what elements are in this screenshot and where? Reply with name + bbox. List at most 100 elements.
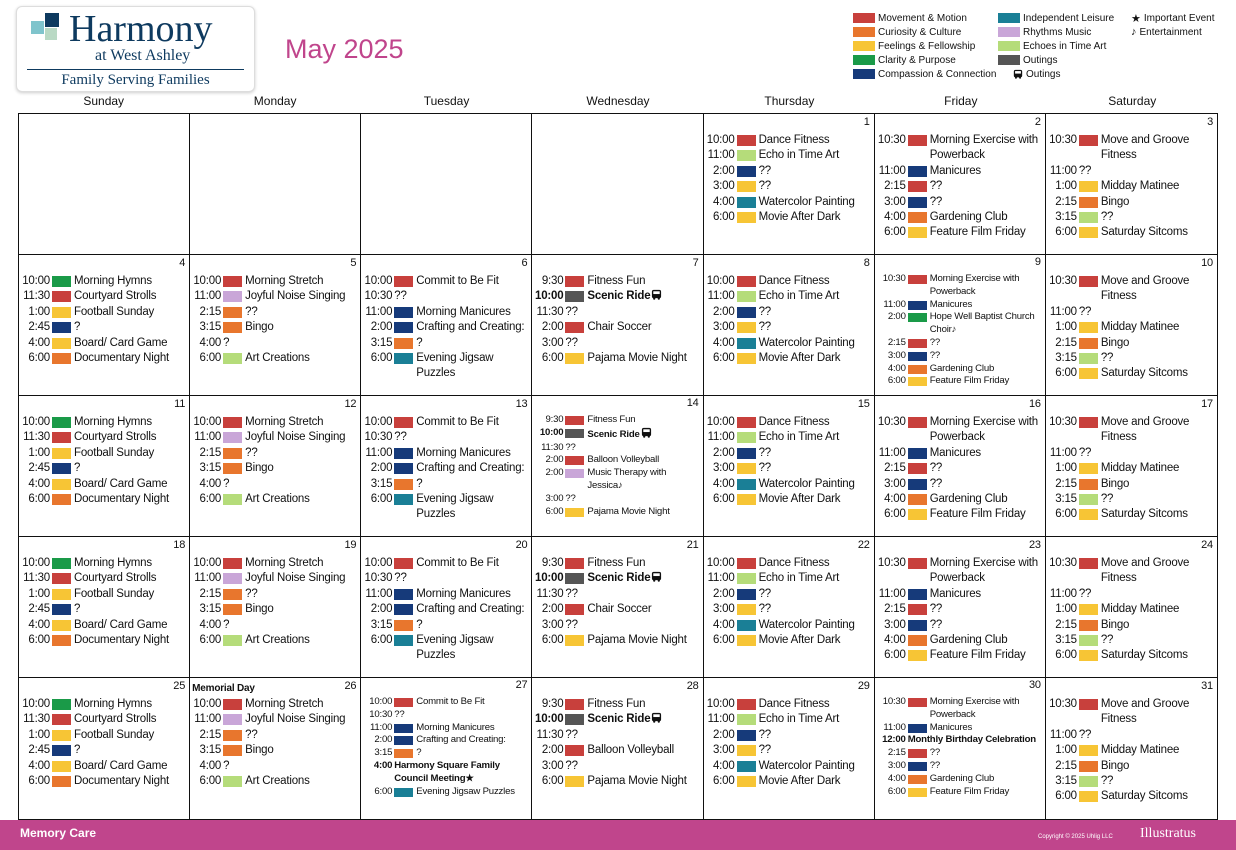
event: 6:00 Movie After Dark xyxy=(704,633,874,648)
event-time: 1:00 xyxy=(28,587,50,600)
event-name: Pajama Movie Night xyxy=(587,351,702,366)
event-time: 6:00 xyxy=(28,352,50,365)
event-name: ? xyxy=(416,477,531,492)
event: 3:00?? xyxy=(532,618,702,633)
event-name: Feature Film Friday xyxy=(930,507,1045,522)
month-title: May 2025 xyxy=(285,34,404,64)
event-name: Echo in Time Art xyxy=(759,712,874,727)
category-swatch xyxy=(394,417,414,428)
event: 1:00 Football Sunday xyxy=(19,587,189,602)
event-name: Fitness Fun xyxy=(587,414,702,427)
event-name: Crafting and Creating: xyxy=(416,602,531,617)
event-name-text: ? xyxy=(416,747,422,759)
event: 10:00 Morning Stretch xyxy=(190,697,360,712)
event-time: 3:15 xyxy=(370,618,393,631)
event-name: Echo in Time Art xyxy=(759,571,874,586)
event-time: 9:30 xyxy=(541,698,564,710)
event-name: Morning Hymns xyxy=(74,556,189,571)
day-cell: 5 10:00 Morning Stretch 11:00 Joyful Noise S… xyxy=(190,255,362,396)
category-swatch xyxy=(1078,776,1098,788)
event-name: ?? xyxy=(245,446,360,461)
event-name: ?? xyxy=(1079,587,1217,602)
event-name: Movie After Dark xyxy=(759,210,874,225)
event-time: 2:00 xyxy=(712,728,735,741)
event-name: ?? xyxy=(565,728,702,743)
event-time: 3:00 xyxy=(712,321,735,334)
event: 10:00 Morning Stretch xyxy=(190,556,360,571)
event: 10:00 Morning Hymns xyxy=(19,415,189,430)
legend-swatch xyxy=(998,41,1020,51)
event-name-text: ?? xyxy=(1078,164,1092,177)
category-swatch xyxy=(1078,494,1098,506)
day-cell: 27 10:00 Commit to Be Fit 10:30?? 11:00 Morni… xyxy=(361,678,533,819)
event: 6:00 Evening Jigsaw Puzzles xyxy=(361,492,531,523)
day-cell: 18 10:00 Morning Hymns 11:30 Courtyard Strol… xyxy=(19,537,191,678)
event-name-text: Commit to Be Fit xyxy=(416,696,485,707)
event-name: Move and Groove Fitness xyxy=(1101,697,1217,728)
event-time: 4:00 xyxy=(28,618,50,631)
event: 2:00 Crafting and Creating: xyxy=(361,602,531,617)
day-number: 24 xyxy=(1201,539,1213,551)
weekday: Wednesday xyxy=(586,94,650,108)
day-number: 28 xyxy=(686,680,699,692)
event-name-text: Watercolor Painting xyxy=(758,477,855,490)
event: 2:00 Crafting and Creating: xyxy=(361,734,531,747)
event-name-text: Bingo xyxy=(1100,618,1130,631)
event: 6:00 Art Creations xyxy=(190,633,360,648)
event-name: Morning Manicures xyxy=(416,305,531,320)
category-swatch xyxy=(1078,276,1098,287)
event-name-text: Echo in Time Art xyxy=(758,149,840,162)
event-name: Morning Stretch xyxy=(245,556,360,571)
event-time: 2:00 xyxy=(887,311,906,323)
event-name-text: Move and Groove Fitness xyxy=(1100,698,1190,726)
event-name-text: ?? xyxy=(758,446,772,459)
event-name: Courtyard Strolls xyxy=(74,430,189,445)
category-swatch xyxy=(1078,227,1098,239)
legend-label: Outings xyxy=(1026,68,1061,80)
event-time: 4:00 xyxy=(884,211,906,224)
event-name: Dance Fitness xyxy=(759,274,874,289)
event-time: 2:00 xyxy=(370,321,393,334)
event: 11:00 Echo in Time Art xyxy=(704,712,874,727)
category-swatch xyxy=(565,507,585,517)
event: 10:00 Dance Fitness xyxy=(704,133,874,148)
event-time: 6:00 xyxy=(541,634,564,647)
event-name-text: Art Creations xyxy=(245,634,310,647)
event-time: 2:15 xyxy=(199,446,222,459)
category-swatch xyxy=(907,351,927,361)
event-name: Midday Matinee xyxy=(1101,743,1217,758)
event-time: 10:30 xyxy=(364,431,393,444)
event-name-text: ?? xyxy=(565,492,576,504)
category-swatch xyxy=(1078,635,1098,647)
event-name: ?? xyxy=(565,587,702,602)
day-cell: 9 10:30 Morning Exercise with Powerback 11:… xyxy=(874,255,1046,396)
event-time: 10:00 xyxy=(706,416,735,428)
day-number: 26 xyxy=(344,680,357,692)
event: 12:00 Monthly Birthday Celebration xyxy=(875,734,1045,747)
event-name: Movie After Dark xyxy=(759,351,874,366)
event-name: Move and Groove Fitness xyxy=(1101,415,1217,446)
event-time: 3:00 xyxy=(887,759,906,771)
day-cell: 12 10:00 Morning Stretch 11:00 Joyful Noise … xyxy=(190,396,362,537)
event-name-text: Manicures xyxy=(929,721,973,733)
event-name: Morning Manicures xyxy=(416,587,531,602)
event-name: ?? xyxy=(1101,351,1217,366)
event-time: 6:00 xyxy=(887,785,906,797)
event-name: Bingo xyxy=(1101,195,1217,210)
event-time: 3:00 xyxy=(884,195,906,208)
event: 3:00?? xyxy=(875,618,1045,633)
category-swatch xyxy=(223,699,243,710)
event-name-text: Music Therapy with Jessica♪ xyxy=(587,467,667,491)
category-swatch xyxy=(907,588,927,600)
day-cell: 30 10:30 Morning Exercise with Powerback 11… xyxy=(875,678,1046,819)
event: 2:00 Chair Soccer xyxy=(532,602,702,617)
event-time: 11:00 xyxy=(878,164,906,177)
day-number: 20 xyxy=(515,539,528,551)
event: 10:00 Morning Hymns xyxy=(19,556,189,571)
event: 10:00 Commit to Be Fit xyxy=(361,696,531,709)
event-time: 4:00 xyxy=(884,634,906,647)
category-swatch xyxy=(736,635,756,647)
event-time: 6:00 xyxy=(199,493,222,506)
legend-item: Outings xyxy=(1012,67,1060,81)
event: 1:00 Football Sunday xyxy=(19,728,189,743)
